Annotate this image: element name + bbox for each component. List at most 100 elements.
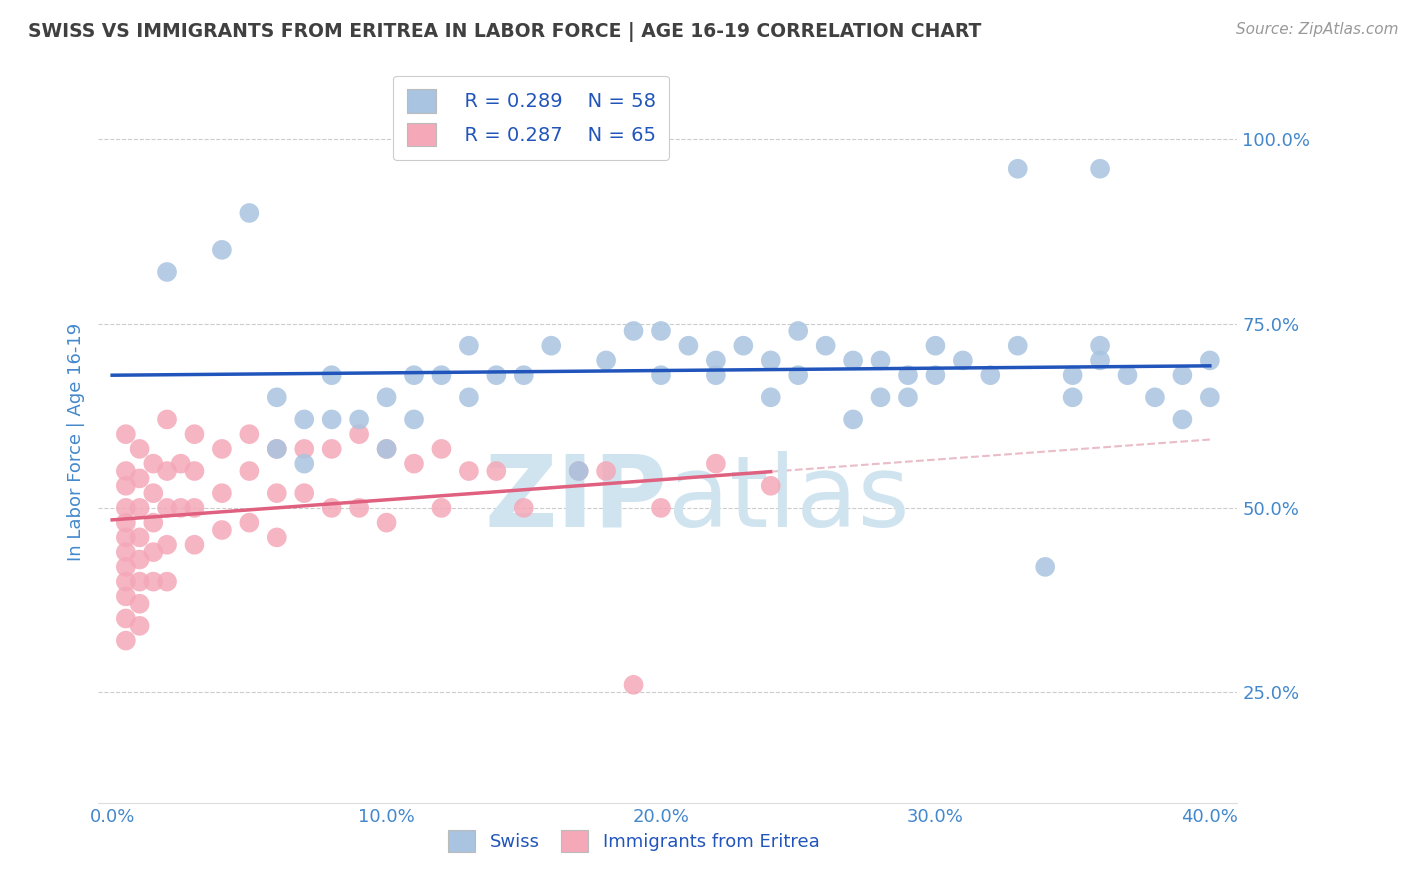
Point [115, 500, 138, 515]
Point [156, 412, 179, 426]
Point [650, 324, 672, 338]
Point [568, 464, 591, 478]
Point [142, 574, 165, 589]
Point [1088, 339, 1111, 353]
Point [842, 353, 865, 368]
Point [979, 368, 1001, 383]
Point [170, 457, 193, 471]
Point [347, 500, 370, 515]
Point [704, 353, 727, 368]
Text: Source: ZipAtlas.com: Source: ZipAtlas.com [1236, 22, 1399, 37]
Point [115, 479, 138, 493]
Point [1088, 353, 1111, 368]
Point [156, 574, 179, 589]
Point [156, 464, 179, 478]
Point [595, 464, 617, 478]
Point [1007, 339, 1029, 353]
Point [156, 265, 179, 279]
Point [485, 368, 508, 383]
Point [869, 353, 891, 368]
Point [1198, 390, 1220, 404]
Point [347, 412, 370, 426]
Point [115, 611, 138, 625]
Point [650, 500, 672, 515]
Point [402, 412, 425, 426]
Text: ZIP: ZIP [485, 450, 668, 548]
Point [375, 442, 398, 456]
Point [211, 523, 233, 537]
Point [650, 368, 672, 383]
Point [266, 390, 288, 404]
Point [115, 560, 138, 574]
Point [183, 538, 205, 552]
Point [142, 545, 165, 559]
Point [156, 538, 179, 552]
Point [678, 339, 700, 353]
Point [513, 500, 536, 515]
Point [183, 500, 205, 515]
Point [266, 486, 288, 500]
Point [430, 442, 453, 456]
Point [321, 442, 343, 456]
Point [897, 390, 920, 404]
Point [156, 500, 179, 515]
Point [266, 442, 288, 456]
Point [266, 442, 288, 456]
Point [1088, 161, 1111, 176]
Point [128, 597, 150, 611]
Point [347, 427, 370, 442]
Point [568, 464, 591, 478]
Point [115, 633, 138, 648]
Point [869, 390, 891, 404]
Point [128, 619, 150, 633]
Point [759, 479, 782, 493]
Point [128, 500, 150, 515]
Point [170, 500, 193, 515]
Point [733, 339, 755, 353]
Legend: Swiss, Immigrants from Eritrea: Swiss, Immigrants from Eritrea [440, 822, 827, 859]
Point [266, 530, 288, 544]
Point [457, 390, 479, 404]
Point [211, 486, 233, 500]
Point [115, 574, 138, 589]
Point [1033, 560, 1056, 574]
Point [759, 353, 782, 368]
Point [759, 390, 782, 404]
Point [623, 678, 645, 692]
Point [128, 530, 150, 544]
Point [128, 552, 150, 566]
Point [211, 442, 233, 456]
Point [115, 545, 138, 559]
Point [1062, 368, 1084, 383]
Point [1062, 390, 1084, 404]
Point [238, 464, 260, 478]
Point [375, 390, 398, 404]
Point [375, 442, 398, 456]
Point [485, 464, 508, 478]
Point [142, 457, 165, 471]
Point [375, 516, 398, 530]
Point [183, 464, 205, 478]
Point [402, 368, 425, 383]
Point [292, 412, 315, 426]
Point [952, 353, 974, 368]
Point [292, 442, 315, 456]
Point [842, 412, 865, 426]
Point [128, 574, 150, 589]
Point [1116, 368, 1139, 383]
Point [540, 339, 562, 353]
Point [238, 516, 260, 530]
Point [704, 457, 727, 471]
Point [1171, 368, 1194, 383]
Point [430, 500, 453, 515]
Point [321, 500, 343, 515]
Point [292, 457, 315, 471]
Point [128, 471, 150, 485]
Point [321, 368, 343, 383]
Point [897, 368, 920, 383]
Point [787, 324, 810, 338]
Point [115, 516, 138, 530]
Point [183, 427, 205, 442]
Point [1007, 161, 1029, 176]
Point [1143, 390, 1166, 404]
